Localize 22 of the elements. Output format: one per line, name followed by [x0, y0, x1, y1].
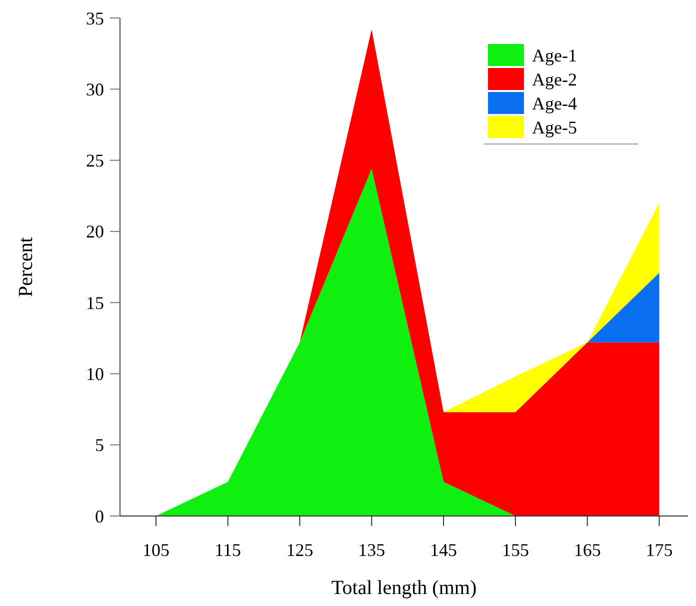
y-tick-label: 5 — [95, 435, 104, 456]
legend-label: Age-5 — [532, 117, 577, 138]
y-tick-label: 10 — [86, 364, 104, 384]
y-axis-title: Percent — [15, 236, 37, 297]
legend-label: Age-2 — [532, 69, 577, 90]
y-tick-label: 20 — [86, 222, 104, 242]
legend-label: Age-4 — [532, 93, 577, 114]
x-tick-label: 115 — [214, 540, 242, 560]
legend-label: Age-1 — [532, 45, 577, 66]
x-axis-title: Total length (mm) — [331, 577, 477, 599]
y-tick-label: 30 — [86, 79, 104, 100]
y-tick-label: 15 — [86, 292, 104, 313]
y-tick-label: 25 — [86, 150, 104, 171]
x-tick-label: 145 — [430, 540, 458, 560]
x-tick-label: 175 — [646, 540, 673, 560]
x-tick-label: 125 — [286, 540, 314, 560]
x-tick-label: 165 — [574, 540, 601, 560]
y-tick-label: 35 — [86, 8, 104, 28]
x-tick-label: 135 — [358, 540, 386, 560]
x-tick-label: 105 — [142, 540, 170, 560]
x-tick-label: 155 — [502, 540, 529, 560]
y-tick-label: 0 — [95, 506, 104, 526]
